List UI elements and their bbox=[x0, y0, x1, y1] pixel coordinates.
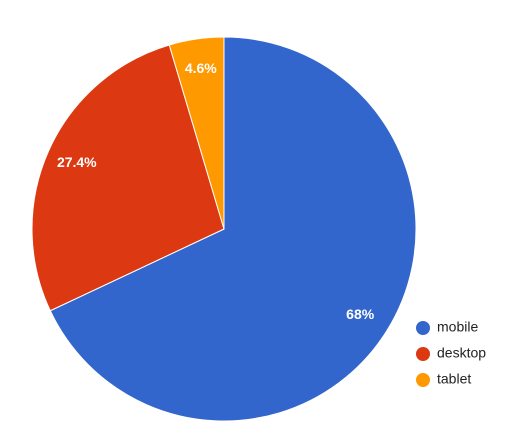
legend-marker bbox=[416, 321, 430, 335]
pie-slice bbox=[49, 36, 417, 422]
legend-label: desktop bbox=[437, 345, 486, 361]
legend-marker bbox=[416, 373, 430, 387]
legend-label: tablet bbox=[437, 371, 471, 387]
pie-slice bbox=[31, 44, 225, 312]
slice-label: 4.6% bbox=[185, 60, 217, 76]
slice-label: 68% bbox=[346, 306, 375, 322]
slice-label: 27.4% bbox=[57, 154, 97, 170]
pie-slice bbox=[168, 36, 225, 230]
legend-marker bbox=[416, 347, 430, 361]
legend-label: mobile bbox=[437, 319, 478, 335]
